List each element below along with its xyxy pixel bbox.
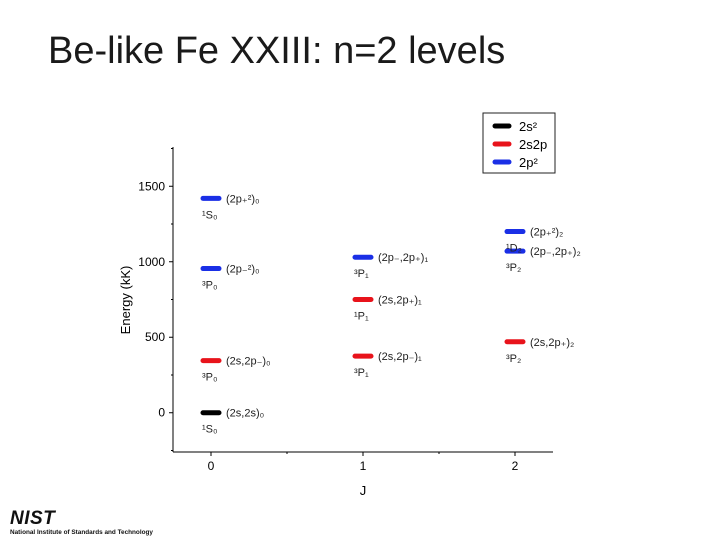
y-axis-label: Energy (kK) [118,266,133,335]
legend-entry: 2s2p [519,137,547,152]
level-config-label: (2p₋²)₀ [226,264,260,276]
level-term-label: ¹D₂ [506,243,522,255]
nist-logo-subtitle: National Institute of Standards and Tech… [10,529,153,536]
level-term-label: ³P₂ [506,262,521,274]
y-tick-label: 1500 [138,179,165,193]
level-config-label: (2p₊²)₀ [226,193,260,205]
legend-entry: 2p² [519,155,538,170]
level-config-label: (2p₋,2p₊)₁ [378,252,428,264]
slide-title: Be-like Fe XXIII: n=2 levels [48,30,506,72]
axis-ticks: 0 500 1000 1500 0 1 2 [138,148,519,473]
y-tick-label: 500 [145,330,165,344]
level-term-label: ¹S₀ [202,209,218,221]
level-term-label: ¹P₁ [354,311,369,323]
level-config-label: (2p₋,2p₊)₂ [530,246,581,258]
nist-logo: NIST National Institute of Standards and… [10,508,153,536]
energy-levels: (2s,2s)₀ ¹S₀ (2s,2p₋)₀ ³P₀ (2s,2p₋)₁ ³P₁ (2s,2… [200,193,581,436]
x-tick-label: 2 [512,459,519,473]
y-tick-label: 1000 [138,255,165,269]
nist-logo-word: NIST [10,508,56,529]
legend: 2s² 2s2p 2p² [482,112,556,174]
level-config-label: (2s,2p₋)₀ [226,356,271,368]
level-config-label: (2p₊²)₂ [530,227,563,239]
level-term-label: ³P₀ [202,372,218,384]
y-tick-label: 0 [158,406,165,420]
level-config-label: (2s,2s)₀ [226,408,264,420]
legend-entry: 2s² [519,119,538,134]
x-axis-label: J [360,483,367,498]
level-term-label: ¹S₀ [202,424,218,436]
level-term-label: ³P₁ [354,268,369,280]
x-tick-label: 1 [360,459,367,473]
level-term-label: ³P₀ [202,280,218,292]
x-tick-label: 0 [208,459,215,473]
level-config-label: (2s,2p₋)₁ [378,351,422,363]
level-term-label: ³P₁ [354,367,369,379]
level-config-label: (2s,2p₊)₁ [378,295,422,307]
level-term-label: ³P₂ [506,353,521,365]
level-config-label: (2s,2p₊)₂ [530,337,574,349]
